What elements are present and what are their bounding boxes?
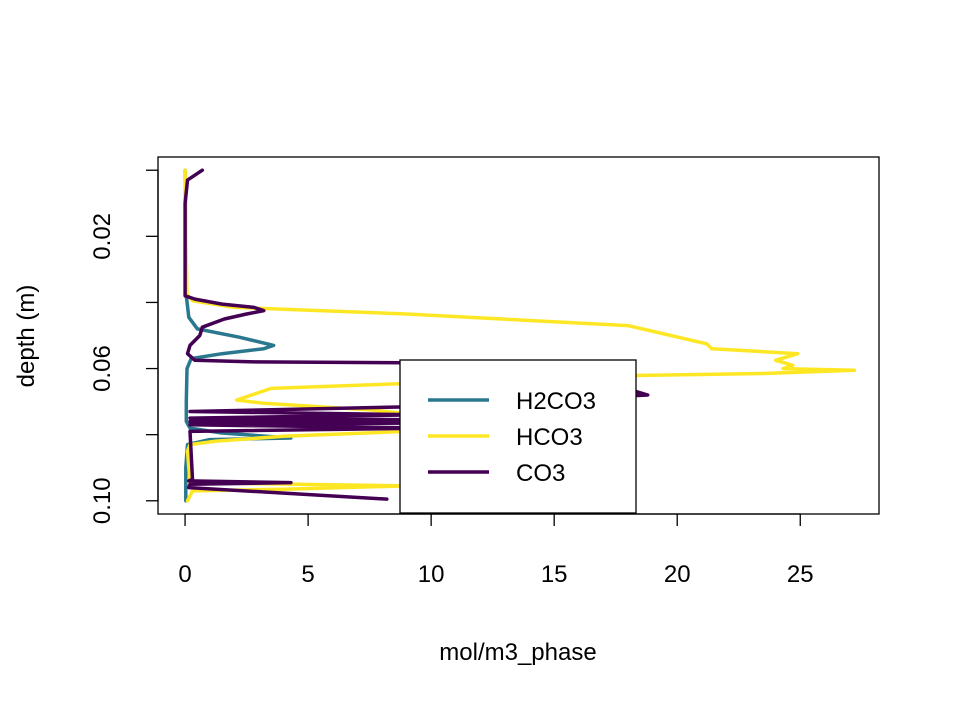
- x-axis-title: mol/m3_phase: [439, 639, 596, 666]
- x-tick-label: 20: [664, 561, 691, 588]
- legend-label-co3: CO3: [516, 460, 565, 487]
- x-tick-label: 0: [178, 561, 191, 588]
- x-tick-label: 5: [301, 561, 314, 588]
- x-tick-label: 15: [541, 561, 568, 588]
- y-tick-label: 0.02: [89, 213, 116, 260]
- y-axis: 0.02 0.06 0.10: [89, 169, 159, 524]
- x-axis: 0 5 10 15 20 25: [178, 513, 814, 588]
- x-tick-label: 10: [418, 561, 445, 588]
- legend: H2CO3 HCO3 CO3: [399, 359, 637, 514]
- y-tick-label: 0.10: [89, 477, 116, 524]
- legend-label-h2co3: H2CO3: [516, 388, 596, 415]
- y-tick-label: 0.06: [89, 345, 116, 392]
- y-axis-title: depth (m): [13, 285, 40, 388]
- x-tick-label: 25: [787, 561, 814, 588]
- legend-label-hco3: HCO3: [516, 424, 583, 451]
